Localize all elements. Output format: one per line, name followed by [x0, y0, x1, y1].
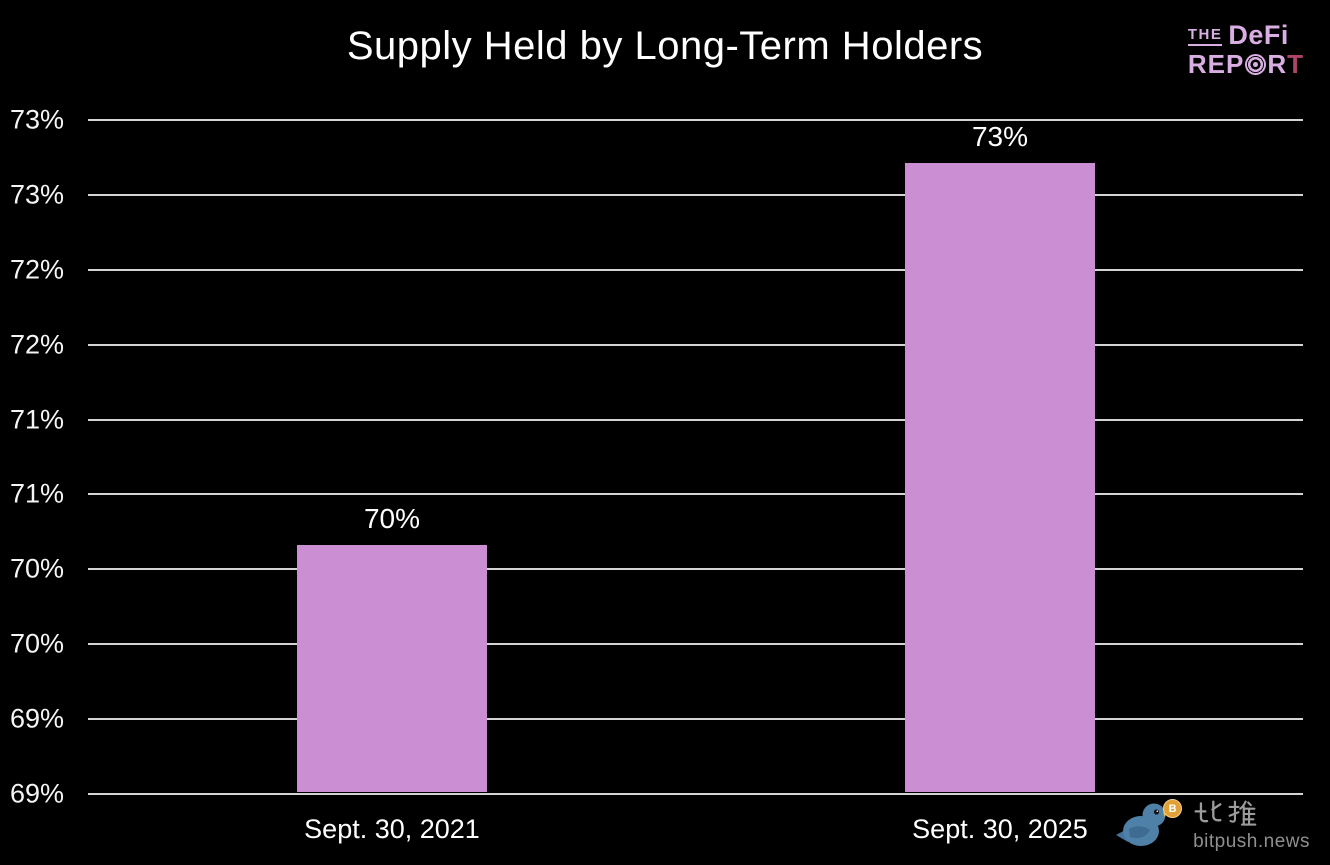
- gridline: [88, 194, 1303, 196]
- y-tick-label: 69%: [9, 703, 64, 734]
- bird-logo-wrap: B: [1113, 799, 1185, 855]
- chart-title: Supply Held by Long-Term Holders: [346, 24, 984, 68]
- y-tick-label: 72%: [9, 329, 64, 360]
- y-tick-label: 71%: [9, 478, 64, 509]
- logo-line-2: REP R T: [1188, 51, 1304, 77]
- bitpush-domain: bitpush.news: [1193, 831, 1310, 852]
- bar-2: [905, 163, 1095, 792]
- cn-char-bi: [1194, 800, 1222, 823]
- logo-report-r: R: [1267, 49, 1288, 79]
- gridline: [88, 119, 1303, 121]
- bullseye-icon: [1245, 53, 1267, 75]
- logo-report-text: REP: [1187, 49, 1245, 79]
- bar-1: [297, 545, 487, 792]
- gridline: [88, 419, 1303, 421]
- gridline: [88, 718, 1303, 720]
- defi-report-logo: THE DeFi REP R T: [1187, 20, 1304, 77]
- y-tick-label: 73%: [9, 104, 64, 135]
- logo-defi-text: DeFi: [1228, 20, 1289, 50]
- y-tick-label: 69%: [9, 778, 64, 809]
- gridline: [88, 643, 1303, 645]
- gridline: [88, 269, 1303, 271]
- logo-line-1: THE DeFi: [1187, 20, 1304, 50]
- gridline: [88, 344, 1303, 346]
- x-category-label: Sept. 30, 2025: [912, 814, 1088, 844]
- y-tick-label: 70%: [9, 553, 64, 584]
- logo-report-t: T: [1287, 49, 1304, 79]
- bitcoin-coin-icon: B: [1163, 799, 1183, 818]
- y-tick-label: 72%: [9, 254, 64, 285]
- gridline: [88, 493, 1303, 495]
- gridline: [88, 793, 1303, 795]
- x-category-label: Sept. 30, 2021: [304, 814, 480, 844]
- gridline: [88, 568, 1303, 570]
- bitpush-text-block: bitpush.news: [1193, 799, 1310, 853]
- cn-char-tui: [1228, 800, 1257, 826]
- bar-value-label: 70%: [363, 503, 421, 534]
- y-axis: 73% 73% 72% 72% 71% 71% 70% 70% 69% 69%: [0, 105, 64, 809]
- y-tick-label: 70%: [9, 628, 64, 659]
- y-tick-label: 73%: [9, 179, 64, 210]
- bar-value-label: 73%: [971, 121, 1029, 152]
- bitpush-cn-logo: [1193, 799, 1310, 829]
- plot-area: 70% 73%: [88, 119, 1303, 795]
- logo-the-text: THE: [1187, 27, 1223, 46]
- y-tick-label: 71%: [9, 404, 64, 435]
- bitpush-watermark: B: [1113, 799, 1310, 855]
